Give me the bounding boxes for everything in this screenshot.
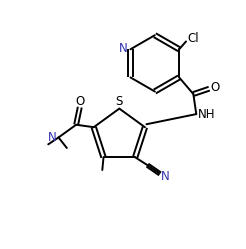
Text: O: O bbox=[210, 81, 219, 94]
Text: N: N bbox=[161, 170, 170, 183]
Text: NH: NH bbox=[198, 108, 215, 121]
Text: N: N bbox=[48, 131, 57, 144]
Text: O: O bbox=[75, 95, 84, 108]
Text: N: N bbox=[119, 42, 127, 55]
Text: Cl: Cl bbox=[187, 32, 199, 45]
Text: S: S bbox=[116, 95, 123, 108]
